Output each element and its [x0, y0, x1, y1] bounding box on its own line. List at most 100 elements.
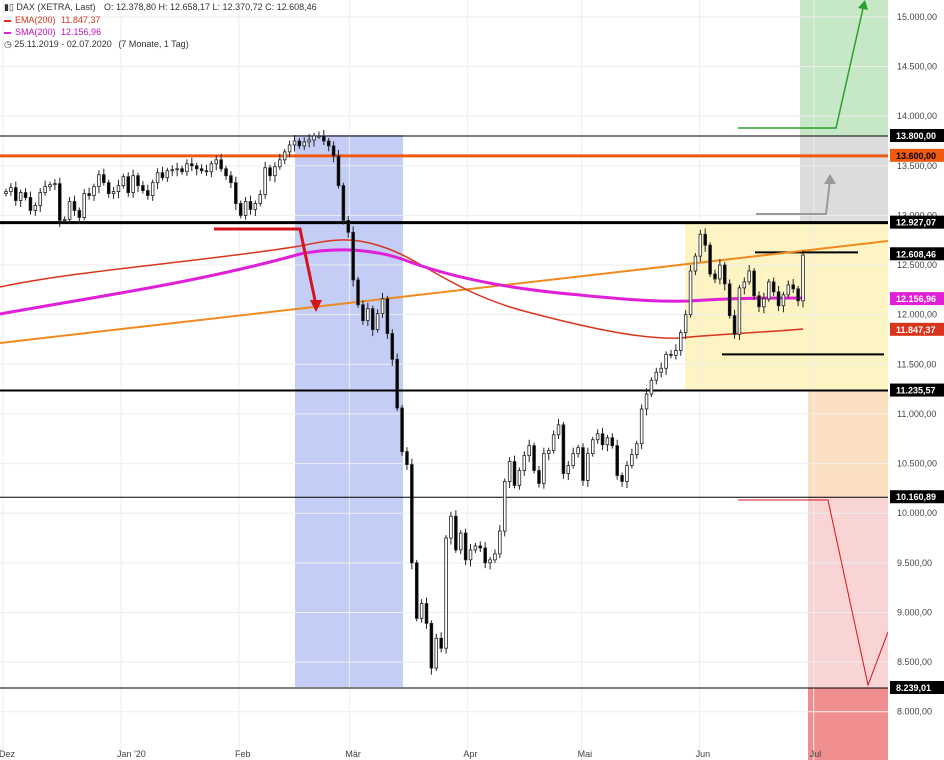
- candle-body: [67, 201, 72, 220]
- x-tick-label: Dez: [0, 749, 16, 759]
- candle-body: [48, 184, 52, 188]
- candles: [4, 130, 805, 675]
- candle-body: [429, 622, 434, 669]
- candle-body: [571, 453, 575, 466]
- candle-body: [214, 159, 218, 165]
- level-badge: [890, 247, 944, 261]
- candle-body: [92, 186, 96, 196]
- y-tick-label: 9.500,00: [897, 558, 932, 568]
- x-tick-label: Jun: [696, 749, 711, 759]
- candle-body: [649, 379, 654, 395]
- y-tick-label: 12.500,00: [897, 260, 937, 270]
- candle-body: [4, 191, 8, 194]
- candle-body: [561, 424, 566, 474]
- y-tick-label: 11.500,00: [897, 359, 936, 369]
- candle-body: [693, 255, 698, 272]
- date-range: 25.11.2019 - 02.07.2020: [14, 39, 112, 49]
- candle-body: [366, 308, 370, 322]
- y-tick-label: 11.000,00: [897, 409, 936, 419]
- candle-body: [116, 185, 121, 192]
- candle-body: [610, 437, 615, 447]
- y-tick-label: 9.000,00: [897, 607, 932, 617]
- candle-body: [615, 445, 619, 476]
- candle-body: [732, 315, 737, 335]
- candle-body: [62, 218, 67, 221]
- candle-body: [718, 264, 722, 280]
- ema-label: EMA(200): [15, 15, 56, 25]
- candle-body: [28, 197, 33, 211]
- candle-body: [586, 453, 590, 481]
- candle-body: [370, 308, 375, 330]
- candle-body: [77, 210, 82, 218]
- candle-body: [771, 281, 776, 293]
- crash-target-zone: [808, 688, 888, 760]
- candles-icon: ▮▯: [4, 2, 14, 12]
- chart-title: ▮▯ DAX (XETRA, Last) O: 12.378,80 H: 12.…: [4, 2, 317, 13]
- candle-body: [532, 445, 536, 471]
- candle-body: [659, 367, 663, 373]
- candle-body: [282, 151, 287, 161]
- candle-body: [424, 603, 429, 624]
- candle-body: [43, 186, 47, 193]
- axis-background: [888, 0, 944, 760]
- candle-body: [351, 231, 355, 281]
- candle-body: [175, 168, 179, 171]
- bull-target-zone: [800, 0, 888, 136]
- candle-body: [87, 193, 91, 196]
- gridlines: [0, 0, 888, 760]
- candle-body: [361, 304, 365, 322]
- level-badge: [890, 129, 944, 142]
- candle-body: [253, 203, 258, 210]
- candle-body: [194, 165, 199, 170]
- candle-body: [786, 284, 791, 296]
- candle-body: [131, 175, 135, 193]
- candle-body: [473, 545, 478, 551]
- legend-range: ◷ 25.11.2019 - 02.07.2020 (7 Monate, 1 T…: [4, 39, 189, 50]
- candle-body: [38, 192, 42, 206]
- candle-body: [136, 175, 140, 187]
- instrument-title: DAX (XETRA, Last): [16, 2, 96, 12]
- candle-body: [708, 244, 712, 275]
- x-tick-label: Feb: [235, 749, 251, 759]
- y-tick-label: 14.500,00: [897, 62, 937, 72]
- level-badge: [890, 680, 944, 694]
- level-badge-label: 11.235,57: [896, 386, 936, 396]
- candle-body: [630, 454, 634, 466]
- candle-body: [537, 470, 541, 484]
- x-tick-label: Mai: [578, 749, 593, 759]
- candle-body: [522, 455, 527, 471]
- candle-body: [346, 219, 351, 233]
- candle-body: [405, 451, 409, 465]
- annotations: [214, 0, 889, 687]
- candle-body: [106, 182, 111, 194]
- candle-body: [18, 192, 23, 201]
- candle-body: [468, 549, 473, 561]
- level-badge-label: 12.927,07: [896, 218, 936, 228]
- red-arrow-head-icon: [310, 300, 322, 312]
- candle-body: [752, 270, 756, 297]
- candle-body: [72, 201, 77, 211]
- candle-body: [591, 439, 595, 455]
- candle-body: [683, 314, 688, 333]
- candle-body: [669, 353, 673, 356]
- candle-body: [781, 294, 786, 307]
- candle-body: [165, 170, 170, 179]
- level-badge: [890, 490, 944, 504]
- sma-value: 12.156,96: [61, 27, 102, 37]
- candle-body: [713, 273, 717, 280]
- candle-body: [209, 163, 214, 173]
- ema-value: 11.847,37: [61, 15, 101, 25]
- candle-body: [146, 190, 150, 196]
- candle-body: [141, 185, 145, 191]
- level-badge-label: 13.600,00: [896, 151, 936, 161]
- candle-body: [458, 532, 463, 551]
- green-arrow-head-icon: [858, 0, 868, 10]
- candle-body: [747, 270, 751, 283]
- candle-body: [185, 163, 189, 173]
- grey-arrow-line: [756, 179, 831, 215]
- candle-body: [180, 168, 184, 173]
- level-badge: [890, 383, 944, 397]
- candle-body: [449, 515, 453, 539]
- level-badge-label: 13.800,00: [896, 131, 936, 141]
